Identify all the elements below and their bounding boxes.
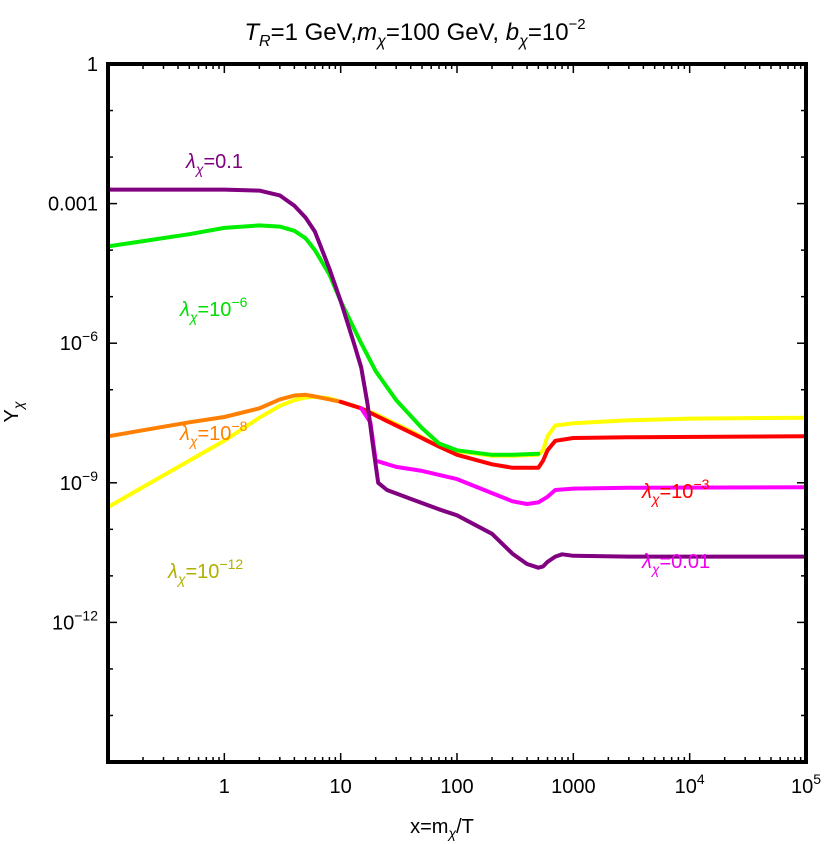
series-label-3: λχ=10−6 [179,294,248,325]
series-line-1 [106,392,343,439]
x-tick-label: 1 [219,776,230,798]
y-axis-label: Yχ [1,401,26,422]
y-tick-label: 10−12 [52,607,98,634]
x-tick-label: 100 [440,776,473,798]
series-label-5: λχ=0.1 [185,151,243,177]
axis-titles: x=mχ/T Yχ [1,401,474,841]
series-label-4: λχ=0.01 [641,551,710,577]
x-tick-label: 104 [675,771,705,798]
series-label-1: λχ=10−8 [179,418,248,449]
y-tick-labels: 1 0.001 10−6 10−9 10−12 [48,54,98,634]
plot-area [108,64,806,762]
x-tick-label: 1000 [551,776,596,798]
x-tick-labels: 1 10 100 1000 104 105 [219,771,821,798]
y-tick-label: 0.001 [48,194,98,216]
chart-title: TR=1 GeV,mχ=100 GeV, bχ=10−2 [244,16,585,50]
series-labels: λχ=10−12 λχ=10−8 λχ=10−3 λχ=10−6 λχ=0.01 λχ=0… [167,151,710,587]
plot-frame [106,62,808,764]
series-line-5 [106,187,808,570]
series-line-4 [359,406,808,506]
y-tick-label: 10−6 [60,328,98,355]
series-label-0: λχ=10−12 [167,556,243,587]
title-text: TR=1 GeV,mχ=100 GeV, bχ=10−2 [244,16,585,50]
series-label-2: λχ=10−3 [641,476,710,507]
x-axis-label: x=mχ/T [410,816,474,841]
y-tick-label: 1 [87,54,98,76]
series-group [106,187,808,570]
series-line-2 [338,399,808,470]
x-tick-label: 105 [791,771,821,798]
y-tick-label: 10−9 [60,468,98,495]
x-tick-label: 10 [330,776,352,798]
